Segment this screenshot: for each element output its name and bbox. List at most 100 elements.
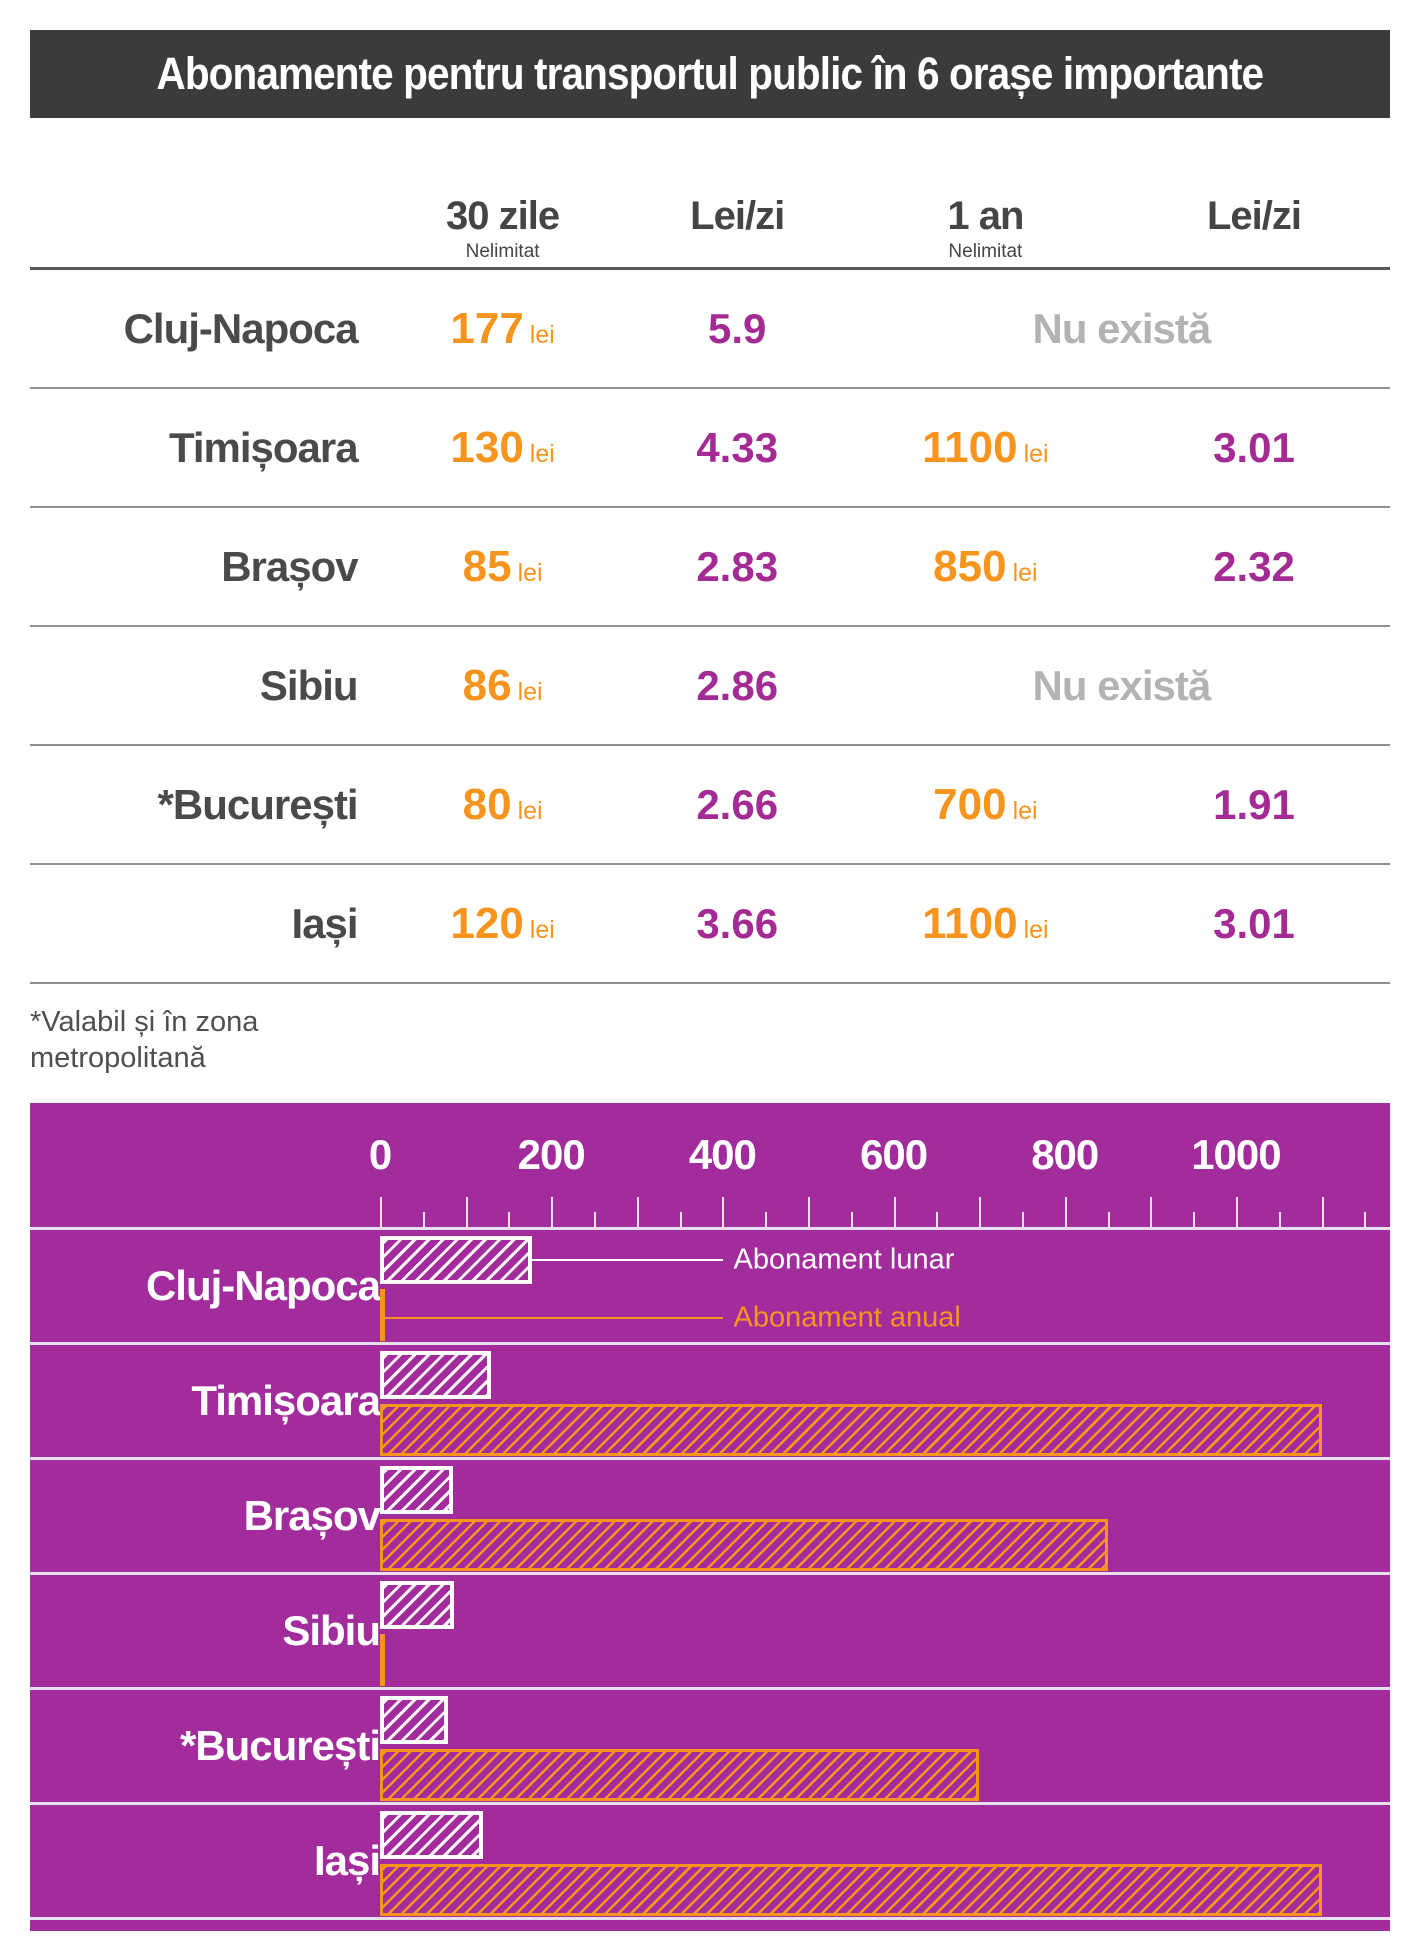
annual-per-day: 3.01 bbox=[1213, 899, 1295, 947]
axis-tick-mark bbox=[1150, 1196, 1153, 1227]
x-axis-tick-label: 200 bbox=[517, 1130, 586, 1178]
column-header-leizi-1: Lei/zi bbox=[622, 142, 853, 267]
city-name: Timișoara bbox=[168, 423, 359, 471]
table-row: Cluj-Napoca 177 lei 5.9 Nu există bbox=[30, 270, 1390, 389]
axis-tick-mark bbox=[722, 1196, 725, 1227]
column-header-30zile: 30 zile Nelimitat bbox=[384, 142, 622, 267]
chart-row: Brașov bbox=[30, 1456, 1390, 1572]
price-number: 177 bbox=[450, 303, 524, 353]
monthly-price: 120 lei bbox=[384, 899, 622, 949]
monthly-price: 85 lei bbox=[384, 542, 622, 592]
monthly-price: 80 lei bbox=[384, 780, 622, 830]
price-number: 1100 bbox=[922, 422, 1018, 472]
monthly-per-day: 2.83 bbox=[696, 542, 779, 590]
chart-row: Sibiu bbox=[30, 1571, 1390, 1687]
annual-zero-tick bbox=[380, 1288, 385, 1341]
annual-per-day: 1.91 bbox=[1213, 780, 1295, 828]
annual-bar bbox=[380, 1748, 980, 1801]
axis-tick-mark bbox=[593, 1211, 596, 1227]
chart-bands: Cluj-Napoca Abonament lunar Abonament anua… bbox=[30, 1226, 1390, 1917]
table-row: *București 80 lei 2.66 700 lei 1.91 bbox=[30, 746, 1390, 865]
column-label: 1 an bbox=[947, 194, 1024, 238]
axis-tick-mark bbox=[979, 1196, 982, 1227]
price-unit: lei bbox=[517, 558, 543, 587]
axis-tick-mark bbox=[1235, 1196, 1238, 1227]
axis-tick-mark bbox=[422, 1211, 425, 1227]
city-name: Brașov bbox=[221, 542, 358, 590]
x-axis: 0 200 400 600 800 1000 bbox=[30, 1103, 1390, 1185]
legend-line-annual bbox=[385, 1316, 724, 1319]
x-axis-tick-label: 400 bbox=[688, 1130, 757, 1178]
legend-label-monthly: Abonament lunar bbox=[733, 1243, 955, 1275]
axis-tick-mark bbox=[1321, 1196, 1324, 1227]
price-number: 85 bbox=[462, 541, 512, 591]
x-axis-tick-label: 0 bbox=[368, 1130, 392, 1178]
column-header-city bbox=[30, 142, 384, 267]
chart-city-label: *București bbox=[179, 1721, 381, 1769]
axis-tick-mark bbox=[508, 1211, 511, 1227]
column-label: 30 zile bbox=[446, 194, 560, 238]
column-header-1an: 1 an Nelimitat bbox=[853, 142, 1118, 267]
chart-row: Iași bbox=[30, 1801, 1390, 1917]
axis-tick-mark bbox=[1021, 1211, 1024, 1227]
legend-line-monthly bbox=[531, 1258, 724, 1261]
column-label: Lei/zi bbox=[1206, 194, 1302, 238]
monthly-per-day: 5.9 bbox=[707, 304, 767, 352]
chart-city-label: Sibiu bbox=[282, 1606, 381, 1654]
table-row: Iași 120 lei 3.66 1100 lei 3.01 bbox=[30, 865, 1390, 984]
axis-tick-mark bbox=[936, 1211, 939, 1227]
price-unit: lei bbox=[529, 915, 555, 944]
price-unit: lei bbox=[1023, 915, 1049, 944]
annual-bar bbox=[380, 1518, 1108, 1571]
axis-tick-mark bbox=[551, 1196, 554, 1227]
price-number: 700 bbox=[933, 779, 1007, 829]
table-row: Sibiu 86 lei 2.86 Nu există bbox=[30, 627, 1390, 746]
chart-row-plot bbox=[380, 1805, 1390, 1917]
title-bar: Abonamente pentru transportul public în … bbox=[30, 30, 1390, 118]
monthly-bar bbox=[380, 1350, 492, 1399]
chart-row-plot bbox=[380, 1690, 1390, 1802]
annual-zero-tick bbox=[380, 1633, 385, 1686]
annual-price: 700 lei bbox=[853, 780, 1118, 830]
chart-row-plot bbox=[380, 1345, 1390, 1457]
axis-tick-mark bbox=[807, 1196, 810, 1227]
monthly-bar bbox=[380, 1810, 483, 1859]
x-axis-ruler bbox=[30, 1185, 1390, 1227]
annual-per-day: 2.32 bbox=[1213, 542, 1295, 590]
price-unit: lei bbox=[529, 320, 555, 349]
annual-bar bbox=[380, 1863, 1322, 1916]
annual-per-day: 3.01 bbox=[1213, 423, 1295, 471]
footnote: *Valabil și în zona metropolitană bbox=[30, 1006, 259, 1075]
page-title: Abonamente pentru transportul public în … bbox=[156, 48, 1265, 99]
monthly-price: 130 lei bbox=[384, 423, 622, 473]
annual-bar bbox=[380, 1403, 1322, 1456]
axis-tick-mark bbox=[679, 1211, 682, 1227]
axis-tick-mark bbox=[1064, 1196, 1067, 1227]
price-number: 80 bbox=[462, 779, 512, 829]
x-axis-tick-label: 600 bbox=[860, 1130, 928, 1178]
city-name: Iași bbox=[291, 899, 359, 947]
monthly-bar bbox=[380, 1465, 453, 1514]
monthly-bar bbox=[380, 1235, 532, 1284]
axis-tick-mark bbox=[465, 1196, 468, 1227]
chart-row-plot: Abonament lunar Abonament anual bbox=[380, 1230, 1390, 1342]
price-number: 120 bbox=[450, 898, 524, 948]
monthly-per-day: 2.86 bbox=[696, 661, 779, 709]
table-row: Timișoara 130 lei 4.33 1100 lei 3.01 bbox=[30, 389, 1390, 508]
tick-ruler bbox=[380, 1185, 1390, 1227]
price-number: 130 bbox=[450, 422, 524, 472]
price-unit: lei bbox=[529, 439, 555, 468]
price-unit: lei bbox=[1012, 558, 1038, 587]
city-name: Cluj-Napoca bbox=[123, 304, 359, 352]
monthly-per-day: 2.66 bbox=[696, 780, 779, 828]
x-axis-tick-label: 1000 bbox=[1191, 1130, 1281, 1178]
price-unit: lei bbox=[1023, 439, 1049, 468]
annual-price: 850 lei bbox=[853, 542, 1118, 592]
chart-city-label: Iași bbox=[313, 1836, 381, 1884]
chart-city-label: Brașov bbox=[243, 1491, 381, 1539]
price-number: 1100 bbox=[922, 898, 1018, 948]
axis-tick-mark bbox=[850, 1211, 853, 1227]
x-axis-labels: 0 200 400 600 800 1000 bbox=[369, 1103, 1390, 1185]
column-label: Lei/zi bbox=[690, 194, 785, 238]
